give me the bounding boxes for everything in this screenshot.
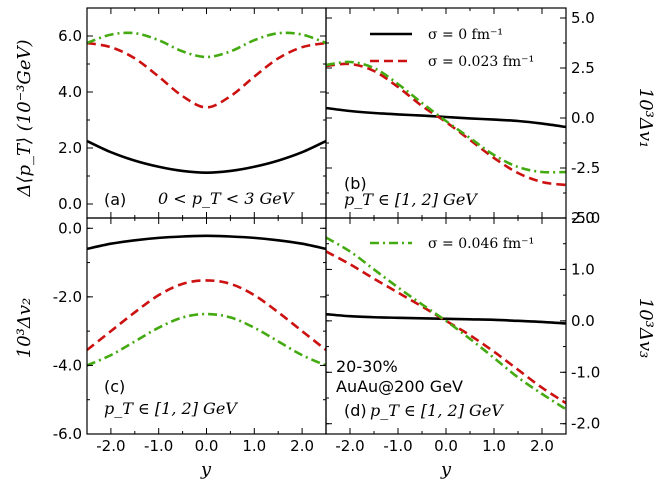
ytick-label-c: -6.0	[53, 425, 82, 443]
panel-a: 0.0 2.0 4.0 6.0	[58, 7, 327, 219]
ytick-label-a: 4.0	[58, 83, 82, 101]
panel-c: -2.0 -1.0 0.0 1.0 2.0 0.0 -2.0 -4.0 -6.0	[53, 217, 327, 455]
series-line-d-dashed	[326, 250, 566, 405]
series-group-a	[87, 31, 326, 174]
xtick-label-d: 0.0	[434, 437, 458, 455]
ytick-label-d: 2.0	[571, 209, 595, 227]
ytick-label-d: 1.0	[571, 260, 595, 278]
series-line-b-dashdot	[326, 60, 566, 174]
ylabel-c: 10³Δv₂	[14, 298, 35, 359]
xtick-label-c: -1.0	[144, 437, 173, 455]
ytick-label-b: 0.0	[571, 109, 595, 127]
panel-b: 5.0 2.5 0.0 -2.5 -5.0	[325, 7, 600, 227]
xtick-label-d: -2.0	[335, 437, 364, 455]
series-group-b	[326, 60, 566, 187]
series-line-a-dashed	[87, 41, 326, 109]
ytick-label-b: 5.0	[571, 9, 595, 27]
ytick-label-d: 0.0	[571, 312, 595, 330]
ytick-label-c: -4.0	[53, 356, 82, 374]
ytick-label-a: 2.0	[58, 139, 82, 157]
ytick-label-d: -1.0	[571, 363, 600, 381]
xlabel-d: y	[440, 459, 452, 480]
xtick-label-c: 0.0	[195, 437, 219, 455]
annotation-a: 0 < p_T < 3 GeV	[158, 189, 295, 208]
series-line-c-dashdot	[87, 312, 326, 367]
series-group-d	[326, 236, 566, 411]
series-line-b-dashed	[326, 62, 566, 187]
xtick-label-c: 1.0	[242, 437, 266, 455]
ytick-label-d: -2.0	[571, 415, 600, 433]
legend-label-sigma-0046: σ = 0.046 fm⁻¹	[428, 236, 534, 252]
series-group-c	[87, 234, 326, 367]
ylabel-d: 10³Δv₃	[635, 298, 656, 359]
series-line-a-solid	[87, 139, 326, 174]
panel-label-d: (d)	[344, 401, 367, 420]
xtick-label-c: -2.0	[96, 437, 125, 455]
ytick-label-b: -2.5	[571, 159, 600, 177]
xlabel-c: y	[200, 459, 212, 480]
xtick-label-d: 1.0	[482, 437, 506, 455]
series-line-d-dashdot	[326, 236, 566, 411]
ytick-label-a: 6.0	[58, 27, 82, 45]
xtick-label-c: 2.0	[290, 437, 314, 455]
ylabel-b: 10³Δv₁	[635, 88, 656, 149]
ytick-label-a: 0.0	[58, 195, 82, 213]
annotation-d: p_T ∈ [1, 2] GeV	[370, 401, 504, 420]
centrality-label: 20-30%	[336, 357, 398, 376]
panel-label-b: (b)	[344, 174, 367, 193]
series-line-a-dashdot	[87, 31, 326, 59]
legend: σ = 0 fm⁻¹ σ = 0.023 fm⁻¹ σ = 0.046 fm⁻¹	[370, 27, 534, 252]
panel-label-a: (a)	[104, 190, 126, 209]
legend-label-sigma-0: σ = 0 fm⁻¹	[428, 27, 503, 43]
annotation-b: p_T ∈ [1, 2] GeV	[344, 190, 478, 209]
axes-frame-a	[86, 7, 327, 219]
series-line-c-solid	[87, 234, 326, 251]
ytick-label-c: -2.0	[53, 288, 82, 306]
panel-label-c: (c)	[104, 377, 125, 396]
series-line-b-solid	[326, 106, 566, 129]
ytick-label-b: -5.0	[571, 209, 600, 227]
system-label: AuAu@200 GeV	[336, 377, 463, 396]
ytick-label-b: 2.5	[571, 59, 595, 77]
ylabel-a: Δ⟨p_T⟩ (10⁻³GeV)	[14, 40, 35, 198]
annotation-c: p_T ∈ [1, 2] GeV	[104, 399, 238, 418]
series-line-c-dashed	[87, 279, 326, 352]
xtick-label-d: -1.0	[383, 437, 412, 455]
series-line-d-solid	[326, 312, 566, 325]
xtick-label-d: 2.0	[530, 437, 554, 455]
panel-d: -2.0 -1.0 0.0 1.0 2.0 2.0 1.0 0.0 -1.0 -2.0	[325, 209, 600, 455]
legend-label-sigma-0023: σ = 0.023 fm⁻¹	[428, 54, 534, 70]
ytick-label-c: 0.0	[58, 219, 82, 237]
